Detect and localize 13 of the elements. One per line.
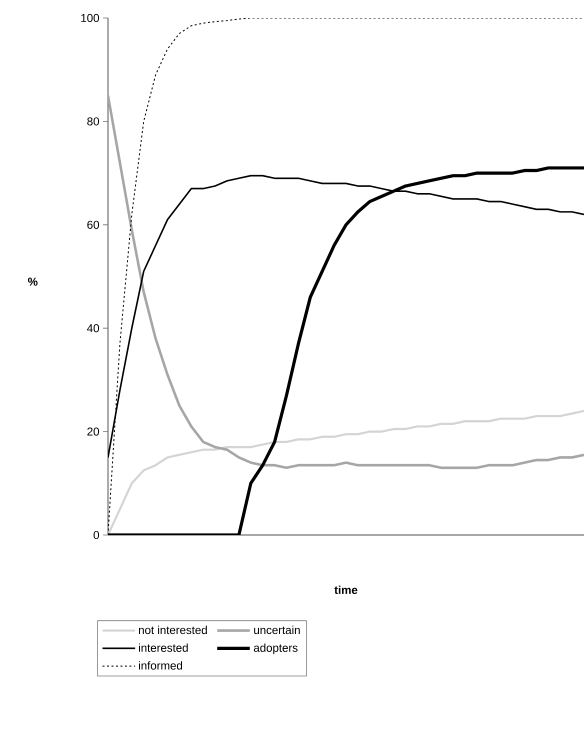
y-tick-label: 80	[87, 117, 100, 126]
y-tick-label: 100	[81, 14, 100, 22]
x-axis-title: time	[334, 586, 358, 594]
y-tick-label: 40	[87, 324, 100, 332]
y-tick-label: 20	[87, 428, 100, 436]
legend-label: interested	[138, 643, 188, 652]
legend-label: informed	[138, 661, 182, 670]
legend-label: uncertain	[254, 626, 300, 634]
y-axis-title: %	[28, 278, 38, 286]
y-tick-label: 60	[87, 220, 100, 229]
legend-label: adopters	[254, 643, 298, 654]
legend-label: not interested	[138, 626, 207, 634]
y-tick-label: 0	[94, 530, 100, 540]
